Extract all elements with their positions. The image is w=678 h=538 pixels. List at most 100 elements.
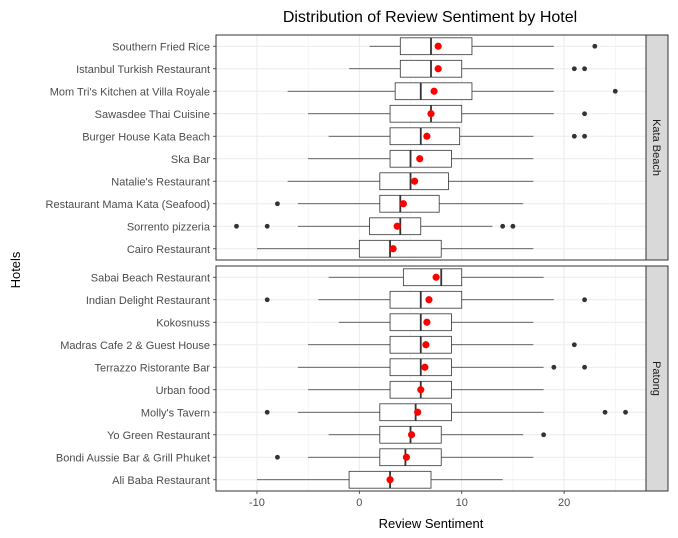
x-axis-title: Review Sentiment [379,516,484,531]
outlier-point [234,223,239,229]
facet-strip-label: Patong [650,361,662,396]
outlier-point [602,409,608,415]
box-1-7 [287,172,534,191]
hotel-label: Sawasdee Thai Cuisine [95,109,210,121]
hotel-label: Bondi Aussie Bar & Grill Phuket [56,452,210,464]
mean-point [402,453,411,461]
hotel-label: Terrazzo Ristorante Bar [94,362,210,374]
panel-1: Southern Fried Rice Istanbul Turkish Rest… [46,34,669,261]
x-tick-label: -10 [249,497,265,509]
mean-point [416,155,424,163]
outlier-point [623,409,628,415]
hotel-label: Restaurant Mama Kata (Seafood) [46,199,210,211]
outlier-point [582,133,587,139]
chart-title: Distribution of Review Sentiment by Hote… [283,9,577,26]
box-1-5 [328,127,587,146]
box-2-2 [264,290,587,309]
hotel-label: Molly's Tavern [141,407,210,419]
mean-point [407,431,416,439]
hotel-label: Madras Cafe 2 & Guest House [60,340,210,352]
hotel-label: Natalie's Restaurant [111,176,210,188]
mean-point [432,273,440,281]
iqr-box [379,448,442,467]
mean-point [393,222,401,230]
box-2-5 [297,358,587,377]
mean-point [421,363,429,371]
facet-strip-label: Kata Beach [650,119,662,176]
box-1-6 [308,149,534,168]
box-2-7 [264,403,628,422]
hotel-label: Sorrento pizzeria [127,221,211,233]
outlier-point [264,223,270,229]
outlier-point [582,111,587,117]
hotel-label: Sabai Beach Restaurant [91,272,210,284]
outlier-point [592,43,598,49]
mean-point [425,296,433,304]
hotel-label: Cairo Restaurant [127,244,210,256]
outlier-point [582,66,587,72]
mean-point [414,408,422,416]
outlier-point [571,342,577,348]
mean-point [399,200,407,208]
mean-point [434,65,442,73]
panel-2: Sabai Beach Restaurant Indian Delight Res… [56,265,669,492]
hotel-label: Istanbul Turkish Restaurant [76,64,210,76]
hotel-label: Ali Baba Restaurant [112,475,210,487]
box-1-4 [308,104,587,123]
box-2-10 [256,470,503,489]
hotel-label: Urban food [156,385,210,397]
outlier-point [551,364,557,370]
mean-point [423,318,431,326]
box-2-8 [328,425,547,444]
box-2-9 [275,448,534,467]
x-tick-label: 0 [356,497,362,509]
mean-point [389,245,397,253]
mean-point [411,177,419,185]
hotel-label: Mom Tri's Kitchen at Villa Royale [50,86,210,98]
box-2-6 [308,380,544,399]
hotel-label: Southern Fried Rice [112,41,210,53]
outlier-point [275,201,280,207]
facet-strip [645,265,669,492]
outlier-point [571,66,577,72]
iqr-box [389,104,463,123]
outlier-point [582,364,587,370]
outlier-point [612,88,618,94]
hotel-label: Kokosnuss [156,317,210,329]
outlier-point [275,454,280,460]
mean-point [430,87,438,95]
x-tick-label: 10 [456,497,468,509]
iqr-box [358,239,442,258]
box-1-2 [349,59,587,78]
box-1-10 [256,239,534,258]
mean-point [417,386,425,394]
box-1-9 [234,217,516,236]
y-axis-title: Hotels [8,251,23,288]
outlier-point [500,223,506,229]
hotel-label: Burger House Kata Beach [82,131,210,143]
outlier-point [571,133,577,139]
outlier-point [264,297,270,303]
box-1-8 [275,194,524,213]
mean-point [427,110,435,118]
box-2-3 [338,313,534,332]
x-tick-label: 20 [558,497,570,509]
box-1-1 [369,37,598,56]
facet-strip [645,34,669,261]
mean-point [422,341,430,349]
outlier-point [264,409,270,415]
hotel-label: Indian Delight Restaurant [86,295,210,307]
outlier-point [582,297,587,303]
mean-point [434,42,442,50]
iqr-box [379,194,440,213]
outlier-point [510,223,516,229]
box-2-1 [328,268,544,287]
hotel-label: Ska Bar [171,154,210,166]
mean-point [423,132,431,140]
box-2-4 [308,335,577,354]
outlier-point [541,432,547,438]
mean-point [386,476,394,484]
hotel-label: Yo Green Restaurant [107,430,210,442]
box-1-3 [287,82,618,101]
